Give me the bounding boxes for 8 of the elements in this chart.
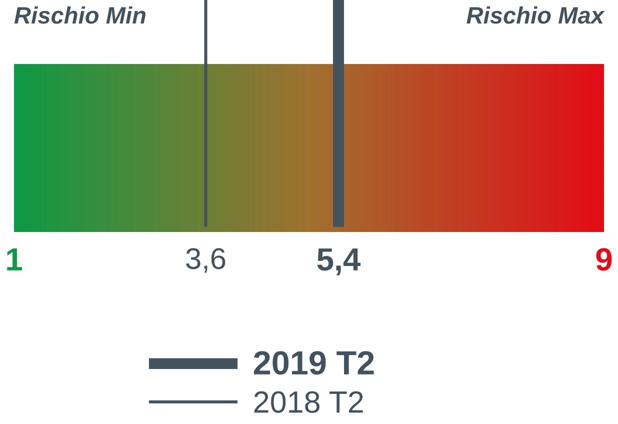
legend-label: 2018 T2 — [254, 391, 363, 413]
x-tick-label: 1 — [7, 248, 22, 270]
x-tick-label: 3,6 — [186, 248, 226, 273]
x-tick-label: 5,4 — [317, 248, 361, 276]
annotation: Rischio Min — [14, 6, 146, 24]
x-tick-label: 9 — [596, 248, 612, 271]
legend-label: 2019 T2 — [254, 351, 374, 375]
annotation: Rischio Max — [466, 6, 605, 24]
